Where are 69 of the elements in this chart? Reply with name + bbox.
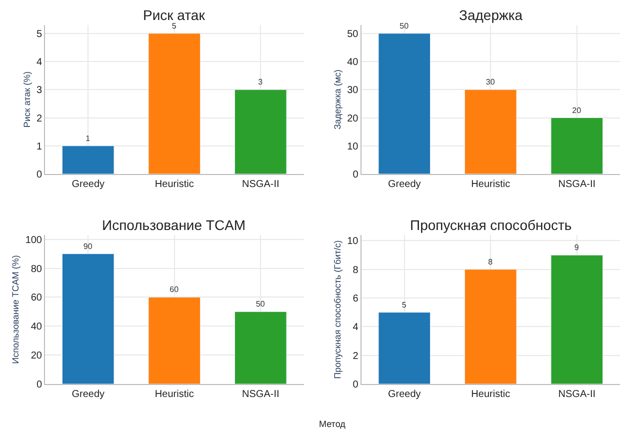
y-tick-label: 40 [347,57,359,68]
data-label: 50 [400,21,410,30]
x-tick-label: Heuristic [471,178,510,190]
x-tick-label: NSGA-II [558,389,596,400]
data-label: 3 [258,78,264,87]
y-tick-label: 0 [352,379,359,390]
data-label: 30 [486,78,496,87]
bar [550,118,603,174]
chart-title: Задержка [459,7,523,23]
y-tick-label: 2 [352,350,359,362]
x-tick-label: NSGA-II [558,178,596,190]
y-tick-label: 10 [347,236,359,248]
bar [62,146,114,174]
y-tick-label: 50 [347,28,359,40]
y-tick-label: 0 [36,169,42,180]
y-tick-label: 1 [36,141,42,152]
data-label: 9 [574,243,580,252]
y-tick-label: 3 [36,85,42,96]
bar [234,89,287,174]
x-tick-label: NSGA-II [242,389,280,400]
y-tick-label: 10 [347,141,359,152]
y-tick-label: 20 [347,113,359,124]
data-label: 90 [83,242,93,251]
y-tick-label: 80 [30,264,42,275]
y-tick-label: 100 [25,234,42,246]
x-tick-label: Heuristic [471,389,510,400]
data-label: 5 [172,21,177,30]
bar [464,89,517,174]
y-axis-title: Использование TCAM (%) [10,255,21,364]
y-tick-label: 0 [36,379,42,390]
bar [550,254,603,384]
data-label: 5 [402,300,407,310]
y-tick-label: 60 [30,292,42,304]
chart-title: Использование TCAM [102,217,246,233]
bar [234,311,287,384]
text: Метод [319,419,346,429]
x-tick-label: NSGA-II [242,178,280,190]
x-tick-label: Greedy [72,389,105,400]
y-tick-label: 8 [352,264,359,276]
x-tick-label: Greedy [72,178,105,190]
chart-title: Риск атак [143,7,206,23]
data-label: 8 [488,257,494,266]
y-tick-label: 20 [30,350,42,362]
y-tick-label: 40 [30,322,42,333]
x-tick-label: Heuristic [154,389,194,400]
data-label: 1 [86,134,91,143]
data-label: 20 [572,106,582,115]
x-tick-label: Greedy [388,389,421,400]
y-axis-title: Пропускная способность (Гбит/с) [332,240,342,379]
y-axis-title: Риск атак (%) [22,71,32,128]
chart-title: Пропускная способность [410,217,572,233]
y-axis-title: Задержка (мс) [332,69,342,130]
bar [62,254,114,384]
x-tick-label: Heuristic [154,178,194,190]
bar [464,269,517,384]
data-label: 60 [170,285,180,294]
bar [148,33,200,174]
y-tick-label: 6 [352,294,359,305]
y-tick-label: 30 [347,85,359,96]
x-tick-label: Greedy [388,178,421,190]
y-tick-label: 4 [352,322,359,334]
data-label: 50 [256,300,266,309]
bar [378,33,430,174]
y-tick-label: 2 [36,113,42,124]
bar [378,312,430,384]
y-tick-label: 5 [36,28,42,40]
y-tick-label: 0 [352,169,359,180]
y-tick-label: 4 [36,57,42,68]
bar [148,296,200,384]
